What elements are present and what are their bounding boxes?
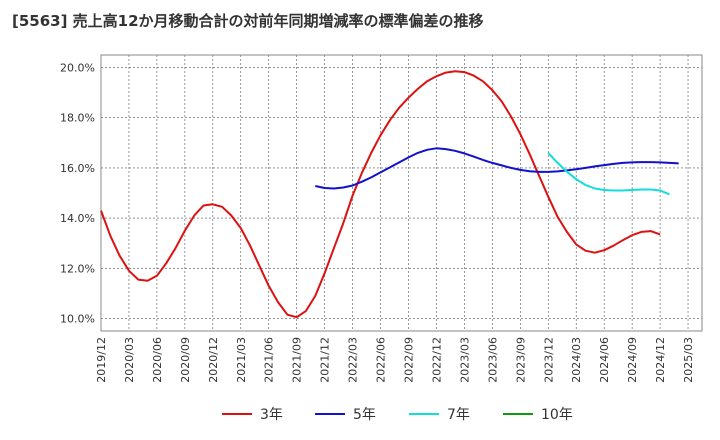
legend-swatch	[409, 413, 439, 415]
x-tick-label: 2025/03	[682, 337, 695, 383]
x-tick-label: 2022/03	[347, 337, 360, 383]
legend-item: 5年	[315, 402, 405, 426]
x-tick-label: 2023/06	[486, 337, 499, 383]
series-line-3年	[100, 70, 661, 319]
legend-label: 5年	[353, 407, 376, 423]
series-line-7年	[547, 152, 670, 196]
legend-item: 10年	[503, 402, 593, 426]
legend-swatch	[222, 413, 252, 415]
x-tick-label: 2024/06	[598, 337, 611, 383]
grid	[100, 55, 702, 331]
y-tick-label: 16.0%	[60, 162, 95, 175]
x-tick-label: 2021/03	[235, 337, 248, 383]
legend-item: 3年	[222, 402, 312, 426]
x-tick-label: 2020/06	[151, 337, 164, 383]
x-tick-label: 2021/09	[291, 337, 304, 383]
y-tick-label: 12.0%	[60, 262, 95, 275]
legend-item: 7年	[409, 402, 499, 426]
plot-frame	[100, 54, 703, 332]
series-lines	[100, 70, 679, 319]
x-tick-label: 2020/12	[207, 337, 220, 383]
legend-label: 10年	[541, 407, 573, 423]
x-tick-label: 2023/09	[514, 337, 527, 383]
legend-label: 7年	[447, 407, 470, 423]
x-tick-label: 2022/06	[375, 337, 388, 383]
y-tick-label: 14.0%	[60, 212, 95, 225]
legend: 3年 5年 7年 10年	[0, 402, 720, 426]
x-tick-label: 2019/12	[95, 337, 108, 383]
x-tick-label: 2023/12	[542, 337, 555, 383]
y-tick-label: 10.0%	[60, 312, 95, 325]
legend-swatch	[315, 413, 345, 415]
x-tick-label: 2024/09	[626, 337, 639, 383]
y-tick-label: 20.0%	[60, 62, 95, 75]
series-line-5年	[315, 147, 679, 190]
chart-title: [5563] 売上高12か月移動合計の対前年同期増減率の標準偏差の推移	[12, 12, 484, 30]
x-tick-label: 2024/12	[654, 337, 667, 383]
legend-swatch	[503, 413, 533, 415]
y-tick-label: 18.0%	[60, 112, 95, 125]
x-tick-label: 2020/03	[123, 337, 136, 383]
x-tick-label: 2022/09	[402, 337, 415, 383]
x-tick-label: 2021/12	[319, 337, 332, 383]
x-tick-label: 2024/03	[570, 337, 583, 383]
legend-label: 3年	[260, 407, 283, 423]
x-tick-label: 2022/12	[430, 337, 443, 383]
x-tick-label: 2021/06	[263, 337, 276, 383]
axes: 2019/12 2020/03 2020/06 2020/09 2020/12 2021/…	[60, 54, 703, 383]
x-tick-label: 2020/09	[179, 337, 192, 383]
x-tick-label: 2023/03	[458, 337, 471, 383]
